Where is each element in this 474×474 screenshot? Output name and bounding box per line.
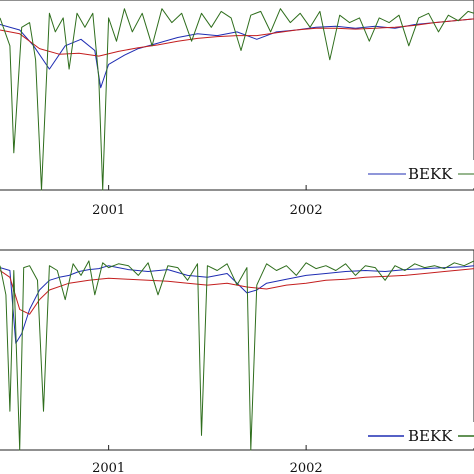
top-panel: 2001 2002 BEKK xyxy=(0,0,474,218)
top-legend: BEKK xyxy=(360,160,474,188)
top-x-tick-label: 2001 xyxy=(92,203,125,218)
top-x-ticks: 2001 2002 xyxy=(92,185,323,218)
bottom-legend-box xyxy=(360,422,474,448)
bottom-series-line-red xyxy=(0,268,474,315)
bottom-panel: 2001 2002 BEKK xyxy=(0,249,474,474)
bottom-plot-frame xyxy=(0,249,474,451)
bottom-legend: BEKK xyxy=(360,422,474,448)
top-plot-frame xyxy=(0,0,474,191)
bottom-legend-label-bekk: BEKK xyxy=(408,427,453,445)
top-series-line-red xyxy=(0,18,474,57)
bottom-series-lines xyxy=(0,260,474,451)
bottom-series-line-bekk xyxy=(0,265,474,344)
bottom-x-tick-label: 2002 xyxy=(290,461,323,474)
top-series-lines xyxy=(0,8,474,191)
bottom-x-tick-label: 2001 xyxy=(92,461,125,474)
bottom-x-ticks: 2001 2002 xyxy=(92,445,323,474)
top-x-tick-label: 2002 xyxy=(290,203,323,218)
top-series-line-green xyxy=(0,8,474,191)
bottom-series-line-green xyxy=(0,260,474,451)
top-legend-label-bekk: BEKK xyxy=(408,165,453,183)
